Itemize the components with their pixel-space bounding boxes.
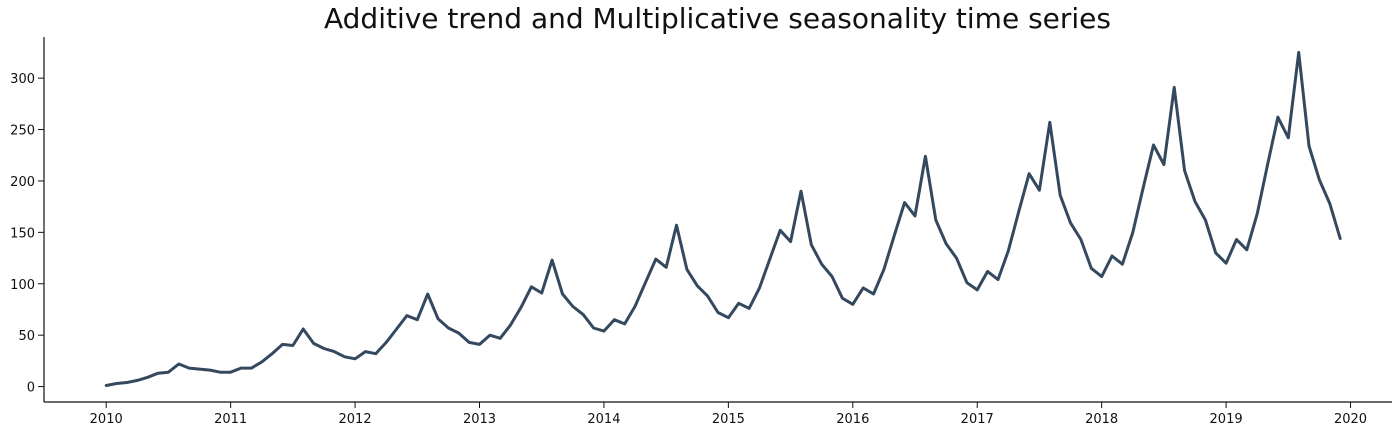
y-tick-label: 150: [10, 226, 35, 241]
x-tick-label: 2016: [836, 412, 869, 427]
x-tick-label: 2014: [587, 412, 620, 427]
tick-marks: 0 50 100 150 200 250 300 2010 2011 2012 2013 2014 20…: [10, 72, 1367, 427]
series-line: [104, 50, 1342, 387]
series: [104, 50, 1342, 387]
y-tick-label: 200: [10, 175, 35, 190]
y-tick-label: 100: [10, 278, 35, 293]
x-tick-label: 2012: [339, 412, 372, 427]
y-tick-label: 300: [10, 72, 35, 87]
x-tick-label: 2013: [463, 412, 496, 427]
x-tick-label: 2015: [712, 412, 745, 427]
chart-title: Additive trend and Multiplicative season…: [323, 2, 1111, 35]
y-tick-label: 50: [18, 329, 35, 344]
x-tick-label: 2010: [90, 412, 123, 427]
x-tick-label: 2011: [214, 412, 247, 427]
y-tick-label: 0: [27, 381, 35, 396]
x-tick-label: 2019: [1210, 412, 1243, 427]
y-tick-label: 250: [10, 124, 35, 139]
x-tick-label: 2020: [1334, 412, 1367, 427]
axes: [43, 37, 1392, 403]
x-tick-label: 2017: [961, 412, 994, 427]
x-tick-label: 2018: [1085, 412, 1118, 427]
